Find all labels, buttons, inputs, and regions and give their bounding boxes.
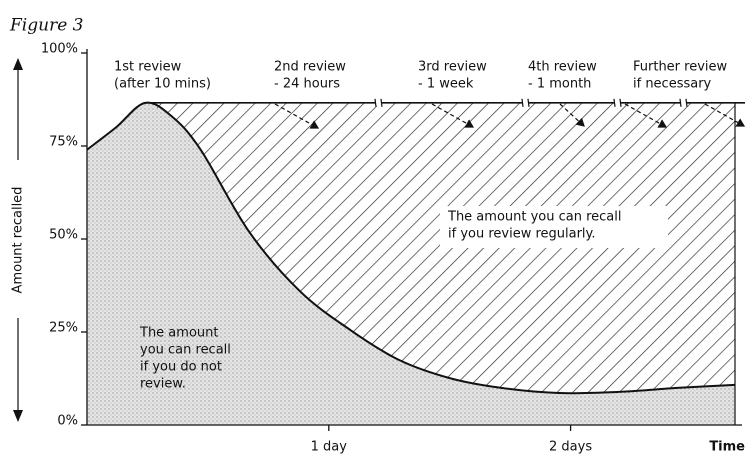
line-break (614, 99, 620, 106)
label-backdrop (440, 206, 668, 248)
review-label: (after 10 mins) (114, 77, 211, 92)
break-tick (521, 98, 524, 107)
y-tick-label: 100% (41, 42, 78, 57)
review-label: 2nd review (274, 60, 346, 75)
review-label: 4th review (528, 60, 597, 75)
area-label: you can recall (140, 343, 231, 358)
review-area (145, 102, 735, 394)
review-label: if necessary (633, 77, 712, 92)
forgotten-area (87, 102, 735, 425)
area-label: if you review regularly. (448, 227, 596, 242)
review-arrow (704, 103, 746, 127)
area-label: The amount you can recall (447, 210, 622, 225)
review-arrow (624, 103, 668, 128)
review-label: - 24 hours (274, 77, 340, 92)
break-tick (679, 98, 682, 107)
x-tick-label: 2 days (549, 440, 592, 455)
y-axis-label: Amount recalled (11, 187, 26, 294)
review-label: - 1 month (528, 77, 591, 92)
y-arrowhead (13, 410, 23, 422)
y-tick-label: 25% (49, 321, 78, 336)
break-tick (527, 98, 530, 107)
review-label: 3rd review (418, 60, 487, 75)
break-tick (619, 98, 622, 107)
x-axis-label: Time (709, 440, 745, 455)
review-label: 1st review (114, 60, 182, 75)
break-tick (380, 98, 383, 107)
line-break (375, 99, 381, 106)
break-tick (685, 98, 688, 107)
area-label: The amount (139, 326, 218, 341)
recall-curve (86, 101, 736, 395)
review-label: Further review (633, 60, 728, 75)
y-tick-label: 75% (49, 135, 78, 150)
y-tick-label: 50% (49, 228, 78, 243)
break-tick (374, 98, 377, 107)
y-tick-label: 0% (57, 414, 78, 429)
review-label: - 1 week (418, 77, 474, 92)
line-break (680, 99, 686, 106)
line-break (522, 99, 528, 106)
review-arrow (431, 103, 475, 128)
break-tick (613, 98, 616, 107)
area-label: review. (140, 377, 186, 392)
review-arrow (274, 103, 320, 129)
x-tick-label: 1 day (311, 440, 348, 455)
area-label: if you do not (140, 360, 222, 375)
chart-title: Figure 3 (9, 16, 83, 36)
review-arrow (559, 103, 585, 127)
y-arrowhead (13, 58, 23, 70)
